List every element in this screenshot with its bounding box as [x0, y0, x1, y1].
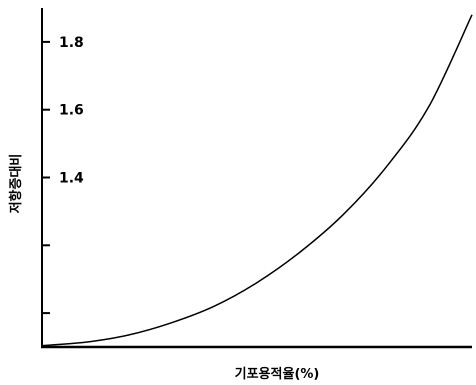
y-tick-label: 1.8: [59, 35, 84, 51]
y-axis-label: 저항증대비: [8, 154, 24, 214]
y-tick-label: 1.6: [59, 103, 84, 119]
axes: [41, 8, 472, 349]
series-layer: [41, 14, 473, 347]
y-tick-label: 1.4: [59, 171, 84, 187]
y-ticks: 1.4 1.6 1.8: [42, 35, 84, 315]
x-axis-label: 기포용적율(%): [235, 366, 320, 382]
series-line: [41, 14, 473, 347]
